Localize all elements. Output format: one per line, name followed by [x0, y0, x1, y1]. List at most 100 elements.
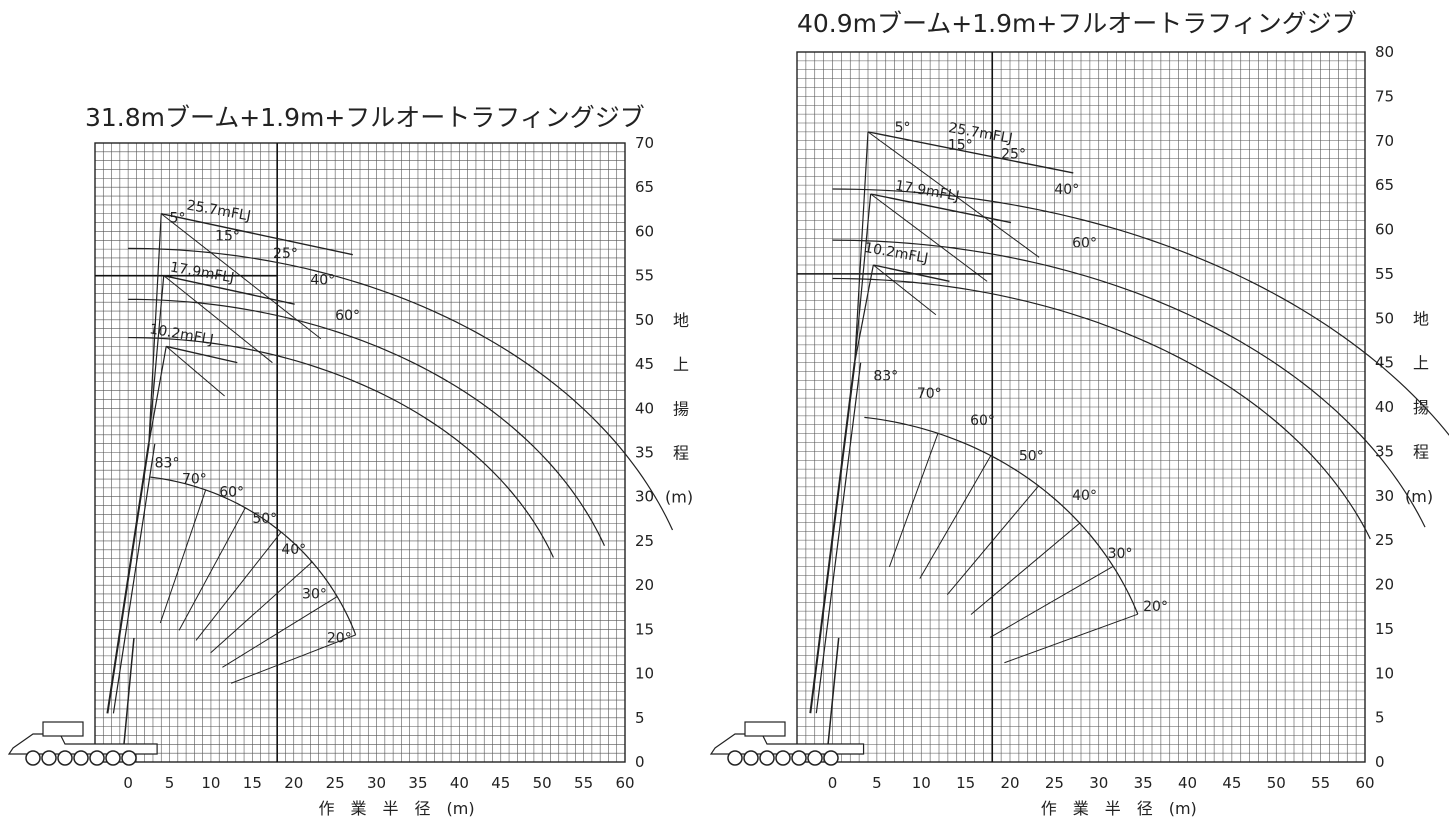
- y-axis-unit: (m): [665, 488, 693, 507]
- y-axis-unit: (m): [1405, 487, 1433, 506]
- boom-angle-line: [946, 485, 1039, 595]
- working-range-arc: [128, 298, 606, 546]
- wheel: [743, 750, 759, 766]
- y-tick-label: 35: [635, 444, 654, 462]
- jib-line: [867, 131, 1074, 174]
- x-tick-label: 50: [1267, 774, 1286, 792]
- y-tick-label: 55: [1375, 265, 1394, 283]
- x-tick-label: 15: [956, 774, 975, 792]
- working-range-chart-31-8m-boom: 31.8mブーム+1.9m+フルオートラフィングジブ 0 5 10 15 20 25 30 3…: [7, 103, 693, 818]
- chart-title: 40.9mブーム+1.9m+フルオートラフィングジブ: [797, 9, 1357, 38]
- offset-angle-label: 15°: [215, 228, 240, 244]
- boom-rail: [106, 443, 150, 714]
- crane-carrier-icon: [7, 721, 158, 766]
- crane-cab: [42, 721, 84, 737]
- x-tick-label: 0: [828, 774, 838, 792]
- wheel: [25, 750, 41, 766]
- y-tick-label: 65: [1375, 176, 1394, 194]
- wheel: [73, 750, 89, 766]
- y-tick-label: 45: [1375, 354, 1394, 372]
- y-tick-label: 60: [635, 222, 654, 240]
- y-tick-label: 0: [1375, 753, 1385, 771]
- y-tick-label: 35: [1375, 442, 1394, 460]
- working-range-arc: [128, 247, 674, 531]
- working-range-chart-40-9m-boom: 40.9mブーム+1.9m+フルオートラフィングジブ 0 5 10 15 20 25 30 3…: [709, 9, 1449, 818]
- x-tick-label: 60: [615, 774, 634, 792]
- x-tick-label: 50: [533, 774, 552, 792]
- offset-angle-label: 25°: [273, 246, 298, 262]
- boom-angle-label: 40°: [281, 542, 306, 558]
- wheel: [791, 750, 807, 766]
- boom-angle-line: [178, 507, 246, 631]
- wheel: [727, 750, 743, 766]
- y-tick-label: 0: [635, 753, 645, 771]
- boom-angle-line: [970, 522, 1081, 615]
- y-tick-label: 70: [635, 134, 654, 152]
- y-tick-label: 10: [635, 665, 654, 683]
- y-axis-label-char: 程: [673, 444, 689, 463]
- y-tick-label: 40: [635, 399, 654, 417]
- boom-angle-label: 40°: [1072, 488, 1097, 504]
- y-axis-label-char: 上: [1413, 354, 1429, 373]
- jib-strut: [854, 131, 869, 363]
- y-tick-label: 50: [635, 311, 654, 329]
- jib-strut: [148, 275, 165, 444]
- boom-angle-line: [210, 561, 313, 654]
- jib-offset-line: [873, 264, 937, 316]
- y-tick-label: 20: [1375, 576, 1394, 594]
- x-tick-label: 25: [1045, 774, 1064, 792]
- grid: [796, 51, 1366, 763]
- crane-cab: [744, 721, 786, 737]
- wheel: [775, 750, 791, 766]
- x-tick-label: 30: [1089, 774, 1108, 792]
- y-axis-label-char: 上: [673, 355, 689, 374]
- y-tick-label: 80: [1375, 43, 1394, 61]
- jib-offset-line: [867, 131, 1040, 258]
- y-tick-label: 30: [635, 488, 654, 506]
- y-tick-label: 10: [1375, 664, 1394, 682]
- jib-line: [161, 213, 353, 256]
- jib-strut: [148, 213, 162, 444]
- boom-rail: [809, 362, 856, 714]
- chart-title: 31.8mブーム+1.9m+フルオートラフィングジブ: [85, 103, 645, 132]
- boom-angle-line: [989, 565, 1114, 638]
- working-range-arc: [832, 188, 1449, 436]
- x-tick-label: 10: [201, 774, 220, 792]
- boom-rail: [815, 362, 862, 714]
- boom-angle-line: [230, 634, 356, 684]
- y-tick-label: 40: [1375, 398, 1394, 416]
- boom-angle-label: 83°: [873, 368, 898, 384]
- working-range-arc: [832, 239, 1426, 528]
- boom-angle-line: [159, 489, 207, 624]
- y-tick-label: 5: [635, 709, 645, 727]
- x-tick-label: 20: [284, 774, 303, 792]
- y-tick-label: 55: [635, 267, 654, 285]
- boom-angle-label: 70°: [917, 386, 942, 402]
- offset-angle-label: 60°: [335, 308, 360, 324]
- jib-strut: [148, 346, 167, 444]
- boom-angle-label: 20°: [1143, 599, 1168, 615]
- y-tick-label: 70: [1375, 132, 1394, 150]
- y-tick-label: 60: [1375, 221, 1394, 239]
- y-axis-label-char: 地: [673, 311, 689, 330]
- boom-cylinder: [123, 638, 135, 745]
- x-tick-label: 0: [123, 774, 133, 792]
- x-tick-label: 15: [243, 774, 262, 792]
- boom-rail: [112, 443, 156, 714]
- boom-angle-label: 60°: [970, 413, 995, 429]
- x-tick-label: 5: [872, 774, 882, 792]
- boom-angle-line: [195, 531, 282, 641]
- y-axis-label-char: 地: [1413, 309, 1429, 328]
- boom-angle-line: [222, 596, 338, 668]
- x-tick-label: 5: [165, 774, 175, 792]
- offset-angle-label: 40°: [1054, 182, 1079, 198]
- boom-angle-label: 30°: [1108, 546, 1133, 562]
- offset-angle-label: 60°: [1072, 235, 1097, 251]
- offset-angle-label: 5°: [895, 120, 911, 136]
- jib-strut: [854, 264, 874, 363]
- working-range-arc: [128, 336, 554, 558]
- plot-frame: [94, 142, 626, 763]
- jib-line: [873, 264, 950, 282]
- x-tick-label: 55: [574, 774, 593, 792]
